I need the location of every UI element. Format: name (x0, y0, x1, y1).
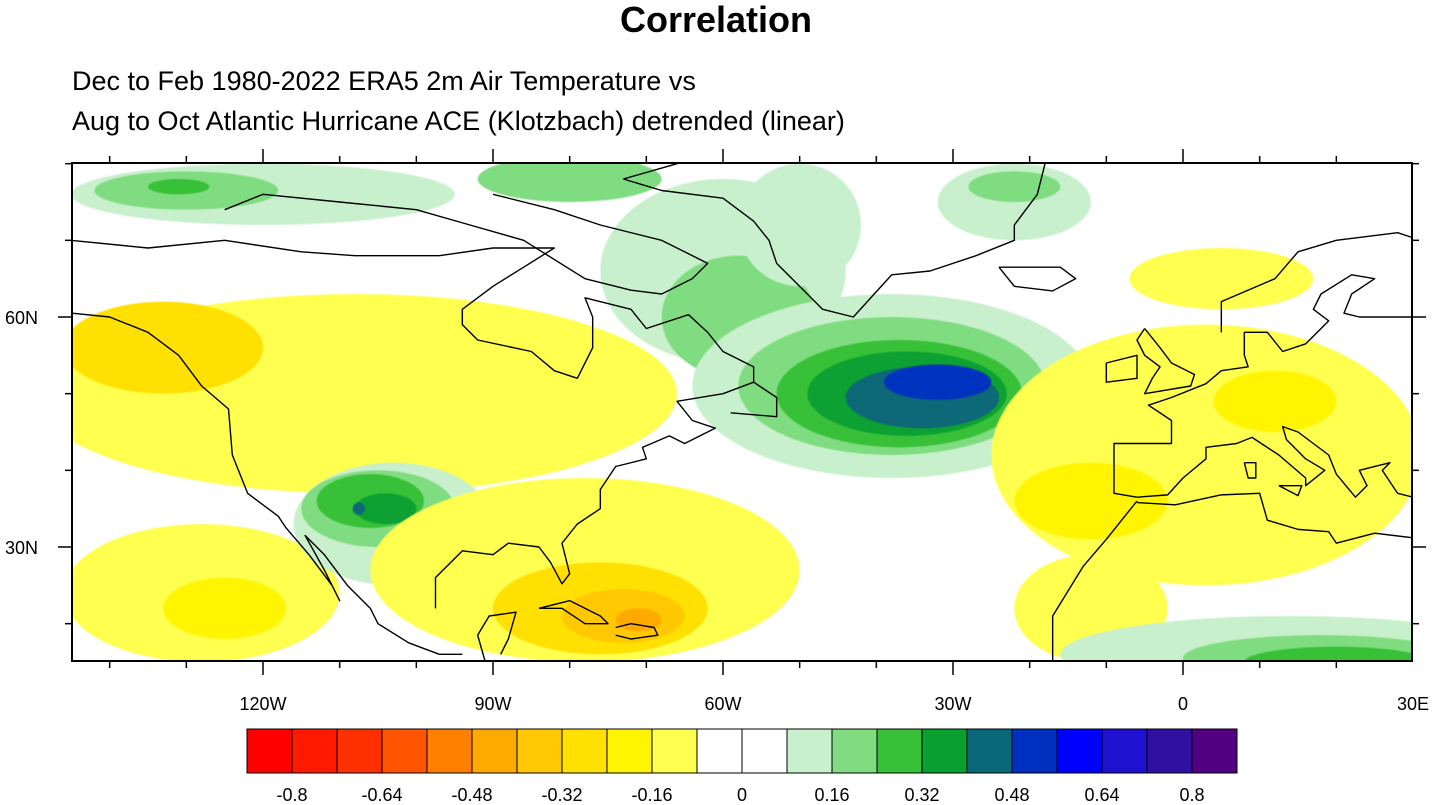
colorbar-swatch (1056, 728, 1103, 774)
contour-region-26 (968, 171, 1061, 203)
coastline-14 (1136, 492, 1412, 544)
axis-ticks: 120W 90W 60W 30W 0 30E 60N 30N (5, 149, 1429, 714)
colorbar-swatch (921, 728, 968, 774)
colorbar-label: -0.48 (451, 785, 492, 805)
contour-region-27 (738, 163, 862, 287)
coastline-10 (1105, 354, 1138, 383)
y-tick-label: 30N (5, 538, 38, 558)
coastline-7 (224, 193, 709, 295)
colorbar-swatch (246, 728, 293, 774)
figure-title: Correlation (620, 0, 812, 40)
coastline-0 (72, 312, 463, 656)
x-tick-label: 30E (1397, 694, 1429, 714)
colorbar-swatch (786, 728, 833, 774)
coastline-6 (623, 163, 1046, 318)
coastline-1 (476, 611, 517, 661)
contour-region-8 (352, 502, 365, 515)
colorbar-swatch (696, 728, 743, 774)
colorbar-swatch (741, 728, 788, 774)
subtitle-line-2: Aug to Oct Atlantic Hurricane ACE (Klotz… (72, 106, 845, 136)
map-frame (71, 162, 1413, 662)
contour-region-35 (1244, 646, 1412, 661)
colorbar-label: 0.32 (904, 785, 939, 805)
colorbar-swatch (1011, 728, 1058, 774)
contour-region-3 (163, 577, 286, 639)
colorbar-swatch (381, 728, 428, 774)
coastline-11 (1220, 231, 1412, 333)
x-tick-label: 120W (239, 694, 286, 714)
contour-region-32 (1129, 247, 1314, 310)
contour-region-23 (148, 179, 210, 195)
contour-region-29 (1014, 462, 1168, 540)
x-tick-label: 30W (934, 694, 971, 714)
x-tick-label: 0 (1178, 694, 1188, 714)
colorbar-label: 0.8 (1179, 785, 1204, 805)
colorbar-swatch (876, 728, 923, 774)
colorbar-label: -0.16 (631, 785, 672, 805)
coastlines (72, 163, 1412, 661)
colorbar-swatch (651, 728, 698, 774)
colorbar: -0.8 -0.64 -0.48 -0.32 -0.16 0 0.16 0.32 0.48 0.6… (246, 728, 1238, 805)
coastline-3 (730, 381, 778, 418)
contour-region-12 (615, 608, 662, 632)
colorbar-swatch (471, 728, 518, 774)
coastline-16 (1278, 484, 1303, 497)
colorbar-swatch (831, 728, 878, 774)
contour-region-30 (1213, 370, 1337, 433)
contour-region-7 (355, 493, 417, 524)
coastline-5 (615, 622, 659, 640)
colorbar-swatch (606, 728, 653, 774)
correlation-field (72, 163, 1412, 661)
colorbar-label: 0.16 (814, 785, 849, 805)
coastline-13 (1051, 500, 1138, 661)
x-tick-label: 90W (474, 694, 511, 714)
colorbar-swatch (561, 728, 608, 774)
colorbar-label: -0.32 (541, 785, 582, 805)
colorbar-label: 0 (737, 785, 747, 805)
y-tick-label: 60N (5, 308, 38, 328)
contour-region-24 (477, 163, 662, 202)
coastline-2 (72, 239, 755, 609)
coastline-8 (998, 266, 1077, 292)
coastline-12 (1113, 274, 1412, 498)
colorbar-swatch (1101, 728, 1148, 774)
colorbar-label: 0.64 (1084, 785, 1119, 805)
colorbar-swatch (1146, 728, 1193, 774)
coastline-4 (538, 599, 609, 625)
colorbar-label: -0.8 (276, 785, 307, 805)
colorbar-swatch (966, 728, 1013, 774)
colorbar-label: -0.64 (361, 785, 402, 805)
contour-region-20 (884, 364, 992, 400)
x-tick-label: 60W (704, 694, 741, 714)
colorbar-swatch (426, 728, 473, 774)
colorbar-label: 0.48 (994, 785, 1029, 805)
colorbar-swatch (516, 728, 563, 774)
subtitle-line-1: Dec to Feb 1980-2022 ERA5 2m Air Tempera… (72, 66, 696, 96)
colorbar-swatch (336, 728, 383, 774)
coastline-15 (1243, 461, 1257, 479)
coastline-9 (1136, 328, 1196, 395)
colorbar-swatch (1191, 728, 1238, 774)
colorbar-swatch (291, 728, 338, 774)
